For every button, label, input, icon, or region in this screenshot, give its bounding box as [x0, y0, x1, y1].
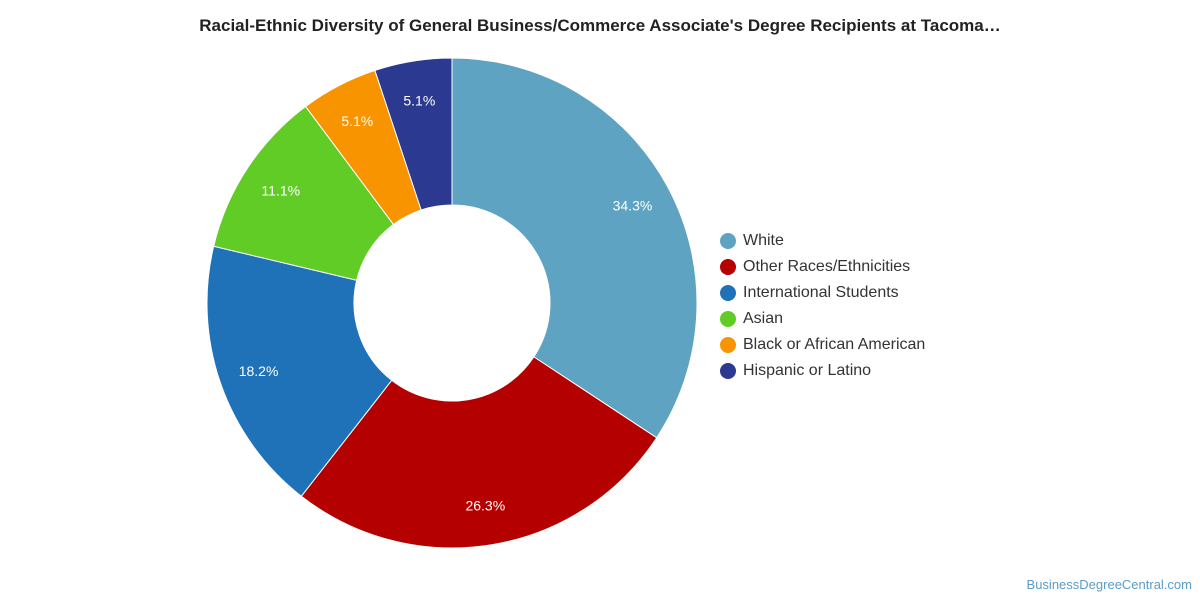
- legend-item[interactable]: Black or African American: [720, 332, 925, 358]
- legend-item[interactable]: Asian: [720, 306, 925, 332]
- legend-swatch-icon: [720, 233, 736, 249]
- legend-label: Hispanic or Latino: [743, 362, 872, 379]
- slice-label: 5.1%: [403, 93, 435, 109]
- legend-swatch-icon: [720, 259, 736, 275]
- legend-label: International Students: [743, 284, 899, 301]
- slice-label: 5.1%: [341, 113, 373, 129]
- chart-title: Racial-Ethnic Diversity of General Busin…: [199, 16, 1001, 35]
- legend-swatch-icon: [720, 285, 736, 301]
- legend-item[interactable]: International Students: [720, 280, 925, 306]
- slice-label: 26.3%: [465, 497, 505, 513]
- legend-swatch-icon: [720, 363, 736, 379]
- legend-item[interactable]: White: [720, 228, 925, 254]
- legend-swatch-icon: [720, 337, 736, 353]
- slice-label: 11.1%: [261, 182, 300, 198]
- legend-swatch-icon: [720, 311, 736, 327]
- chart-legend: White Other Races/Ethnicities Internationa…: [720, 228, 925, 384]
- slice-asian[interactable]: [213, 105, 395, 281]
- slice-other-races-ethnicities[interactable]: [300, 356, 658, 549]
- slice-hispanic-or-latino[interactable]: [374, 57, 453, 211]
- legend-label: Asian: [743, 310, 784, 327]
- legend-label: Black or African American: [743, 336, 926, 353]
- source-credit[interactable]: BusinessDegreeCentral.com: [1026, 577, 1192, 592]
- legend-label: White: [743, 232, 784, 249]
- slice-label: 18.2%: [239, 363, 279, 379]
- slice-international-students[interactable]: [206, 245, 393, 497]
- legend-item[interactable]: Hispanic or Latino: [720, 358, 925, 384]
- slice-white[interactable]: [451, 57, 698, 439]
- legend-label: Other Races/Ethnicities: [743, 258, 911, 275]
- legend-item[interactable]: Other Races/Ethnicities: [720, 254, 925, 280]
- slice-label: 34.3%: [613, 198, 653, 214]
